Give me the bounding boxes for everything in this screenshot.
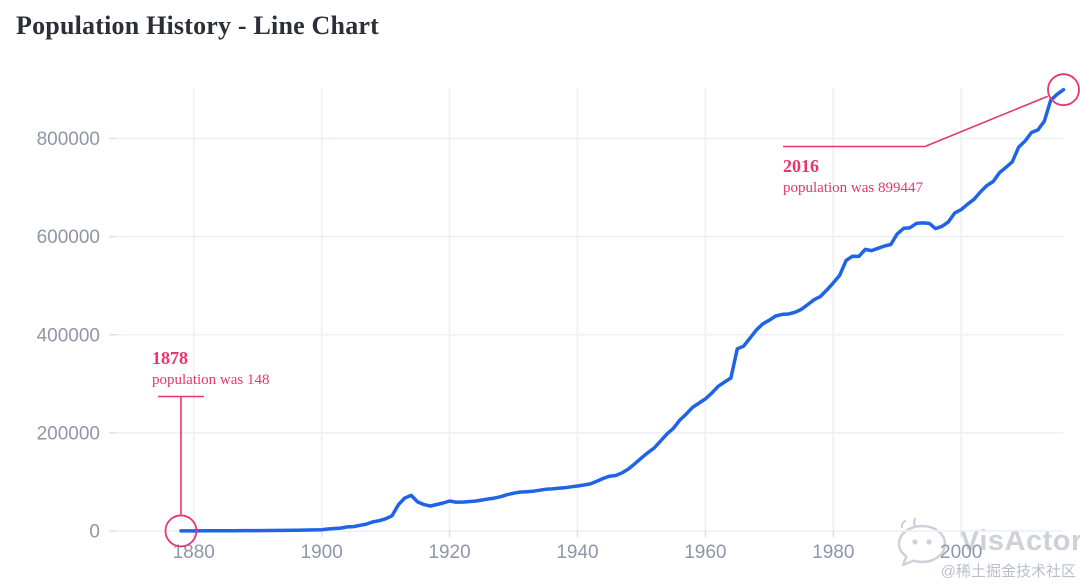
y-axis-label: 800000	[37, 129, 100, 150]
x-axis-label: 1900	[301, 542, 343, 563]
x-axis-label: 1940	[556, 542, 598, 563]
annotation-1878-circle	[164, 514, 198, 548]
juejin-credit-text: @稀土掘金技术社区	[940, 563, 1076, 580]
x-axis-label: 1880	[173, 542, 215, 563]
annotation-2016: 2016 population was 899447	[783, 156, 923, 197]
y-axis-label: 200000	[37, 423, 100, 444]
chart-title: Population History - Line Chart	[16, 11, 379, 40]
annotation-1878-text: population was 148	[152, 371, 270, 388]
population-line[interactable]	[179, 87, 1066, 533]
visactor-logo-icon	[897, 517, 947, 567]
annotation-2016-year: 2016	[783, 156, 819, 176]
annotation-1878: 1878 population was 148	[152, 348, 270, 389]
x-axis-label: 1980	[812, 542, 854, 563]
annotation-1878-year: 1878	[152, 348, 188, 368]
x-axis-label: 2000	[940, 542, 982, 563]
annotation-2016-leader	[783, 95, 1049, 148]
y-axis-label: 0	[89, 522, 100, 543]
x-axis-label: 1920	[428, 542, 470, 563]
annotation-2016-text: population was 899447	[783, 179, 923, 196]
x-axis-label: 1960	[684, 542, 726, 563]
annotation-2016-circle	[1047, 73, 1080, 107]
y-axis-label: 400000	[37, 325, 100, 346]
y-axis-label: 600000	[37, 227, 100, 248]
